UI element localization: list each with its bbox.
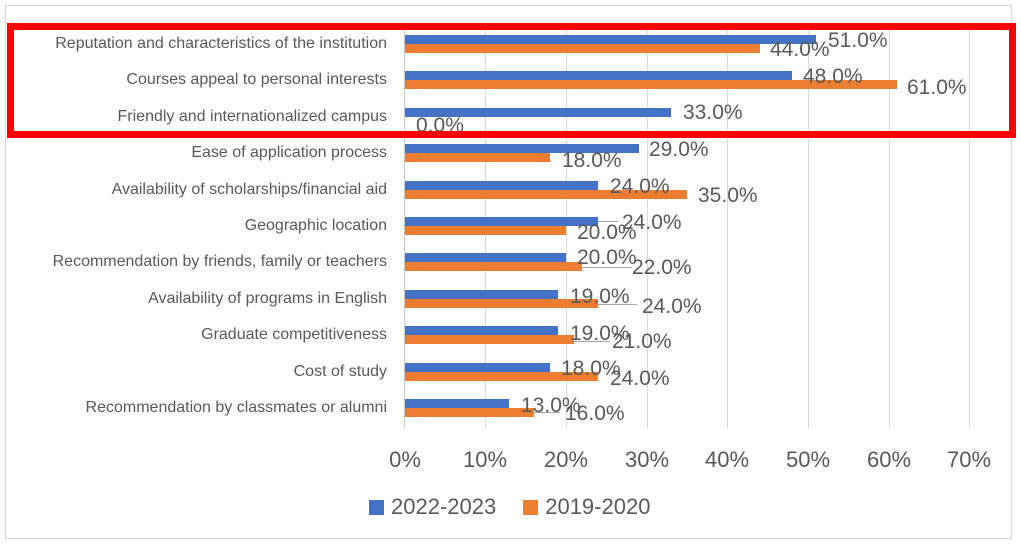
bar-2019-2020	[404, 226, 566, 235]
data-label: 20.0%	[577, 221, 637, 244]
x-tick-label: 70%	[946, 447, 992, 472]
x-tick-label: 50%	[785, 447, 831, 472]
x-tick-label: 0%	[389, 447, 421, 472]
bar-2022-2023	[404, 35, 817, 44]
data-label: 19.0%	[570, 285, 630, 308]
bar-2019-2020	[404, 335, 574, 345]
category-label: Cost of study	[293, 362, 387, 380]
data-label: 19.0%	[570, 322, 630, 345]
bar-2022-2023	[404, 180, 599, 190]
leader-line	[574, 341, 610, 342]
category-label: Recommendation by friends, family or tea…	[52, 253, 387, 271]
bar-2022-2023	[404, 399, 510, 408]
bar-2022-2023	[404, 253, 566, 263]
gridline	[566, 27, 567, 428]
legend: 2022-2023 2019-2020	[369, 494, 677, 520]
data-label: 18.0%	[562, 149, 622, 172]
data-label: 24.0%	[610, 175, 670, 198]
data-label: 24.0%	[622, 211, 682, 234]
bar-2019-2020	[404, 80, 897, 90]
leader-line	[598, 221, 618, 222]
x-tick-label: 10%	[462, 447, 508, 472]
data-label: 61.0%	[907, 76, 967, 99]
bar-2022-2023	[404, 144, 639, 154]
category-label: Recommendation by classmates or alumni	[85, 399, 387, 416]
bar-2019-2020	[404, 298, 599, 308]
x-tick-label: 60%	[866, 447, 912, 472]
legend-item: 2019-2020	[523, 494, 650, 520]
data-label: 33.0%	[683, 101, 743, 124]
category-label: Geographic location	[244, 217, 387, 234]
data-label: 0.0%	[416, 114, 464, 137]
legend-swatch-icon	[369, 499, 384, 515]
data-label: 51.0%	[828, 29, 888, 52]
bar-2019-2020	[404, 153, 550, 163]
bar-2022-2023	[404, 362, 550, 372]
data-label: 22.0%	[632, 256, 692, 279]
legend-swatch-icon	[523, 499, 539, 515]
data-label: 24.0%	[642, 295, 702, 318]
category-label: Graduate competitiveness	[201, 326, 387, 344]
leader-line	[534, 412, 560, 413]
data-label: 16.0%	[565, 402, 625, 425]
chart-frame	[5, 5, 1012, 539]
bar-2022-2023	[404, 217, 599, 226]
category-label: Reputation and characteristics of the in…	[55, 35, 387, 52]
gridline	[889, 27, 890, 428]
data-label: 48.0%	[803, 65, 863, 88]
gridline	[647, 27, 648, 428]
bar-2022-2023	[404, 289, 558, 299]
bar-2019-2020	[404, 189, 687, 199]
data-label: 35.0%	[698, 184, 758, 207]
data-label: 18.0%	[561, 357, 621, 380]
leader-line	[598, 304, 637, 305]
gridline	[727, 27, 728, 428]
legend-item: 2022-2023	[369, 494, 496, 520]
bar-2019-2020	[404, 408, 534, 417]
x-tick-label: 20%	[543, 447, 589, 472]
category-label: Availability of programs in English	[148, 289, 387, 307]
bar-2022-2023	[404, 71, 792, 81]
category-label: Courses appeal to personal interests	[126, 71, 387, 89]
bar-2019-2020	[404, 371, 599, 381]
bar-2019-2020	[404, 44, 760, 53]
gridline	[969, 27, 970, 428]
data-label: 13.0%	[521, 394, 581, 417]
leader-line	[582, 267, 632, 268]
data-label: 44.0%	[770, 38, 830, 61]
x-tick-label: 40%	[704, 447, 750, 472]
category-label: Availability of scholarships/financial a…	[111, 180, 387, 198]
category-label: Ease of application process	[191, 144, 387, 162]
bar-2022-2023	[404, 107, 671, 117]
gridline	[808, 27, 809, 428]
category-label: Friendly and internationalized campus	[117, 107, 387, 125]
data-label: 24.0%	[610, 367, 670, 390]
bar-2019-2020	[404, 262, 583, 272]
legend-label: 2022-2023	[391, 494, 497, 519]
data-label: 29.0%	[649, 138, 709, 161]
bar-2022-2023	[404, 326, 558, 336]
x-tick-label: 30%	[624, 447, 670, 472]
legend-label: 2019-2020	[545, 494, 651, 519]
data-label: 20.0%	[577, 246, 637, 269]
data-label: 21.0%	[612, 330, 672, 353]
